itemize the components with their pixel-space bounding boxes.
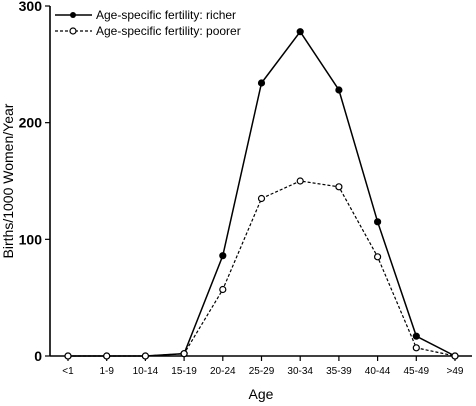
legend: Age-specific fertility: richer Age-speci…: [55, 8, 241, 38]
data-point-poorer: [451, 352, 459, 360]
legend-label-poorer: Age-specific fertility: poorer: [96, 24, 241, 38]
y-tick-label: 100: [19, 231, 43, 247]
x-tick-label: <1: [62, 366, 74, 377]
data-point-poorer: [141, 352, 149, 360]
data-point-richer: [335, 86, 343, 94]
x-tick-label: 1-9: [99, 366, 114, 377]
y-axis-title: Births/1000 Women/Year: [0, 103, 16, 258]
data-point-richer: [219, 252, 227, 260]
data-point-richer: [296, 28, 304, 36]
y-tick-label: 300: [19, 0, 43, 14]
data-point-poorer: [180, 350, 188, 358]
legend-marker-richer: [70, 12, 76, 18]
x-axis-title: Age: [249, 386, 274, 402]
legend-label-richer: Age-specific fertility: richer: [96, 8, 236, 22]
x-tick-label: 45-49: [404, 366, 430, 377]
data-point-poorer: [103, 352, 111, 360]
x-tick-label: 40-44: [365, 366, 391, 377]
series-layer: [64, 28, 459, 360]
x-tick-label: 15-19: [171, 366, 197, 377]
data-point-poorer: [64, 352, 72, 360]
data-point-poorer: [219, 285, 227, 294]
series-line-poorer: [68, 180, 456, 357]
data-point-richer: [412, 332, 420, 340]
data-point-poorer: [335, 183, 343, 191]
data-point-poorer: [257, 194, 266, 203]
data-point-poorer: [374, 253, 382, 261]
x-tick-label: 35-39: [326, 366, 352, 377]
x-tick-label: 10-14: [133, 366, 159, 377]
y-tick-label: 200: [19, 115, 43, 131]
x-tick-label: 30-34: [287, 366, 313, 377]
legend-marker-poorer: [69, 27, 77, 35]
data-point-poorer: [296, 177, 304, 185]
x-axis-ticks: <1 1-9 10-14 15-19 20-24 25-29 30-34 35-39 40-44…: [62, 356, 464, 377]
x-tick-label: 20-24: [210, 366, 236, 377]
x-tick-label: >49: [447, 366, 464, 377]
y-axis-ticks: 0 100 200 300: [19, 0, 50, 364]
data-point-richer: [374, 218, 382, 226]
data-point-richer: [257, 79, 266, 87]
data-point-poorer: [412, 344, 420, 352]
y-tick-label: 0: [34, 348, 42, 364]
x-tick-label: 25-29: [249, 366, 275, 377]
